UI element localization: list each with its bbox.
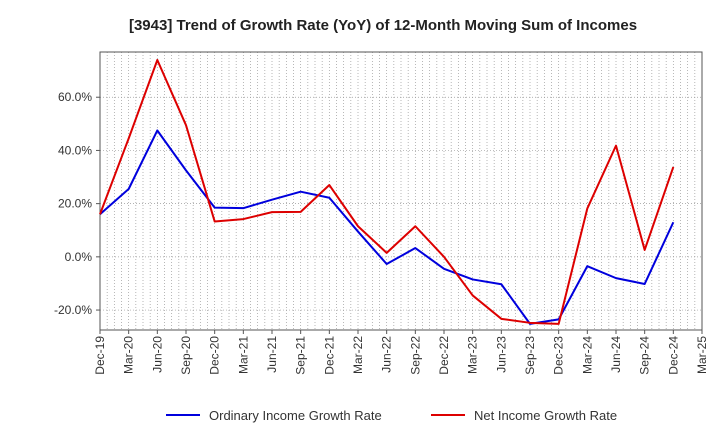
x-tick-label: Sep-24 <box>638 336 652 375</box>
x-tick-label: Mar-20 <box>122 336 136 374</box>
y-tick-label: 20.0% <box>58 197 92 211</box>
legend-label-2: Net Income Growth Rate <box>474 408 617 423</box>
x-tick-label: Jun-21 <box>265 336 279 373</box>
x-tick-label: Dec-21 <box>322 336 336 375</box>
x-tick-label: Sep-23 <box>523 336 537 375</box>
x-tick-label: Jun-24 <box>609 336 623 373</box>
series-line-1 <box>99 129 675 325</box>
legend-label-1: Ordinary Income Growth Rate <box>209 408 382 423</box>
x-tick-label: Dec-23 <box>552 336 566 375</box>
plot-frame <box>99 51 703 331</box>
x-tick-label: Mar-24 <box>580 336 594 374</box>
y-tick-label: 60.0% <box>58 90 92 104</box>
chart-title: [3943] Trend of Growth Rate (YoY) of 12-… <box>129 17 637 34</box>
x-tick-label: Jun-22 <box>380 336 394 373</box>
x-tick-label: Sep-20 <box>179 336 193 375</box>
x-tick-label: Sep-21 <box>294 336 308 375</box>
x-tick-label: Mar-22 <box>351 336 365 374</box>
y-tick-label: 40.0% <box>58 143 92 157</box>
x-tick-label: Jun-20 <box>150 336 164 373</box>
y-tick-label: 0.0% <box>65 250 93 264</box>
x-tick-label: Sep-22 <box>408 336 422 375</box>
y-tick-label: -20.0% <box>54 303 92 317</box>
plot-border <box>99 51 703 331</box>
x-axis-ticks: Dec-19 Mar-20 Jun-20 Sep-20 Dec-20 Mar-21 Jun-… <box>93 330 709 375</box>
x-tick-label: Dec-19 <box>93 336 107 375</box>
series-line-2 <box>99 58 675 325</box>
x-tick-label: Jun-23 <box>494 336 508 373</box>
legend: Ordinary Income Growth Rate Net Income Gr… <box>166 408 617 423</box>
x-tick-label: Dec-20 <box>208 336 222 375</box>
x-tick-label: Mar-25 <box>695 336 709 374</box>
x-tick-label: Dec-24 <box>666 336 680 375</box>
y-axis-ticks: -20.0% 0.0% 20.0% 40.0% 60.0% <box>54 90 100 317</box>
x-tick-label: Mar-23 <box>466 336 480 374</box>
x-tick-label: Dec-22 <box>437 336 451 375</box>
grid-lines <box>100 52 702 330</box>
series-lines <box>99 58 675 325</box>
x-tick-label: Mar-21 <box>236 336 250 374</box>
